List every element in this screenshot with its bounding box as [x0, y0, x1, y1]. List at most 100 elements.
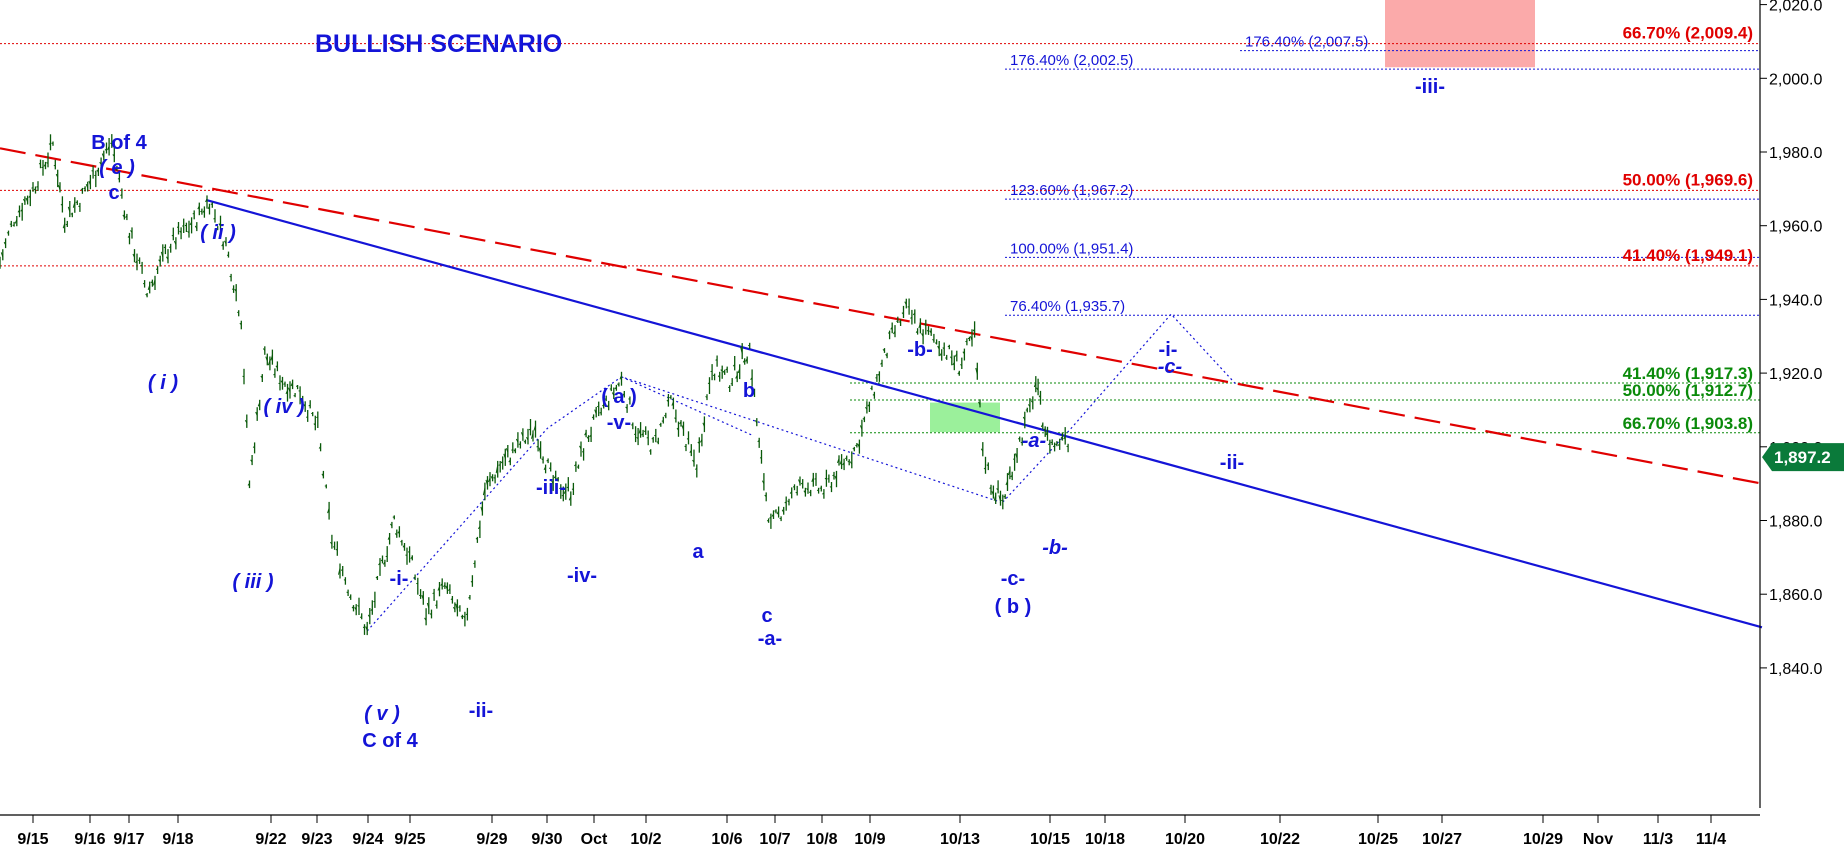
- fib-level-lines: 223.60% (2,034.0)223.60% (2,031.8)176.40…: [0, 24, 1760, 434]
- price-bar-tick: [1020, 441, 1023, 444]
- price-bar-tick: [132, 253, 135, 258]
- price-bar-tick: [145, 293, 148, 297]
- price-bar-tick: [740, 346, 743, 354]
- price-bar-tick: [910, 316, 913, 319]
- price-bar-tick: [130, 230, 133, 233]
- price-bar-tick: [893, 330, 896, 335]
- price-bar-tick: [579, 445, 582, 450]
- price-bar-tick: [676, 427, 679, 431]
- price-bar-tick: [705, 396, 708, 398]
- price-bar-tick: [335, 548, 338, 551]
- price-bar-tick: [800, 482, 804, 485]
- price-bar-tick: [832, 474, 835, 477]
- price-bar-tick: [978, 401, 981, 406]
- price-bar-tick: [915, 330, 918, 333]
- x-tick-label: Oct: [581, 831, 608, 847]
- price-bar-tick: [857, 443, 860, 448]
- price-bar-tick: [901, 312, 904, 315]
- x-tick-label: 9/18: [162, 831, 193, 847]
- y-tick-label: 2,020.0: [1769, 0, 1822, 15]
- price-bar-tick: [410, 556, 413, 560]
- x-tick-label: 9/24: [352, 831, 383, 847]
- price-bar-tick: [991, 491, 994, 496]
- price-bar-tick: [1060, 436, 1063, 439]
- price-bar-tick: [303, 404, 306, 407]
- price-bar-tick: [168, 246, 171, 248]
- wave-label: -c-: [1158, 356, 1183, 378]
- price-bar-tick: [747, 344, 750, 347]
- price-bar-tick: [589, 434, 592, 438]
- price-bar-tick: [715, 359, 718, 361]
- x-tick-label: 9/29: [476, 831, 507, 847]
- price-bar-tick: [463, 615, 466, 619]
- price-bar-tick: [387, 536, 391, 540]
- price-bar-tick: [771, 513, 774, 517]
- price-bar-tick: [1022, 416, 1026, 420]
- price-bar-tick: [904, 301, 907, 305]
- price-bar-tick: [1033, 382, 1037, 388]
- price-bar-tick: [960, 364, 963, 366]
- price-bar-tick: [1038, 395, 1041, 398]
- price-bar-tick: [949, 356, 953, 359]
- fib-label-blue: 176.40% (2,007.5): [1245, 34, 1368, 51]
- price-bar-tick: [140, 264, 143, 267]
- price-bar-tick: [609, 388, 612, 390]
- price-bar-tick: [789, 491, 793, 494]
- price-bar-tick: [0, 252, 4, 258]
- price-bar-tick: [200, 210, 203, 213]
- price-bar-tick: [445, 585, 448, 590]
- price-bar-tick: [346, 591, 349, 594]
- price-bar-tick: [229, 275, 232, 278]
- price-bar-tick: [568, 496, 572, 501]
- y-tick-label: 1,880.0: [1769, 514, 1822, 531]
- price-bar-tick: [72, 202, 76, 208]
- trendline-solid-blue: [205, 198, 1763, 629]
- price-bar-tick: [1010, 475, 1013, 478]
- price-bar-tick: [437, 586, 440, 591]
- wave-label: -b-: [1042, 537, 1068, 559]
- price-bar-tick: [606, 404, 610, 408]
- price-bar-tick: [829, 485, 832, 488]
- price-bar-tick: [754, 420, 758, 424]
- price-bar-tick: [313, 423, 316, 426]
- wave-label: b: [743, 380, 755, 402]
- price-bar-tick: [382, 561, 386, 565]
- price-bar-tick: [17, 209, 20, 213]
- price-bar-tick: [679, 421, 682, 425]
- price-bar-tick: [46, 162, 49, 164]
- price-bar-tick: [14, 219, 18, 224]
- price-bar-tick: [104, 148, 107, 151]
- x-tick-label: 10/20: [1165, 831, 1205, 847]
- price-bar-tick: [153, 279, 156, 286]
- y-tick-label: 1,960.0: [1769, 219, 1822, 236]
- projection-paths: [366, 313, 1237, 632]
- price-bar-tick: [179, 230, 182, 233]
- wave-label: -i-: [1159, 339, 1178, 361]
- price-bar-tick: [498, 464, 501, 466]
- price-bar-tick: [224, 240, 227, 245]
- price-bar-tick: [546, 459, 549, 462]
- price-bar-tick: [518, 443, 521, 446]
- price-bar-tick: [962, 351, 965, 355]
- price-bar-tick: [926, 329, 929, 332]
- price-bar-tick: [559, 487, 562, 490]
- price-bar-tick: [99, 161, 102, 165]
- price-bar-tick: [1012, 458, 1015, 460]
- y-tick-label: 1,980.0: [1769, 145, 1822, 162]
- price-bar-tick: [43, 163, 46, 167]
- price-bar-tick: [538, 447, 542, 454]
- price-bar-tick: [619, 375, 622, 380]
- price-bar-tick: [135, 260, 138, 264]
- price-bar-tick: [842, 462, 845, 466]
- x-tick-label: 10/2: [630, 831, 661, 847]
- price-bar-tick: [75, 201, 78, 204]
- x-tick-label: 9/30: [531, 831, 562, 847]
- price-bar-tick: [273, 373, 276, 376]
- price-bar-tick: [798, 479, 801, 484]
- price-bar-tick: [520, 432, 524, 437]
- fib-label-blue: 100.00% (1,951.4): [1010, 240, 1133, 257]
- price-bar-tick: [656, 441, 659, 443]
- price-bar-tick: [244, 419, 248, 424]
- price-bar-tick: [91, 170, 94, 172]
- price-bar-tick: [288, 387, 291, 393]
